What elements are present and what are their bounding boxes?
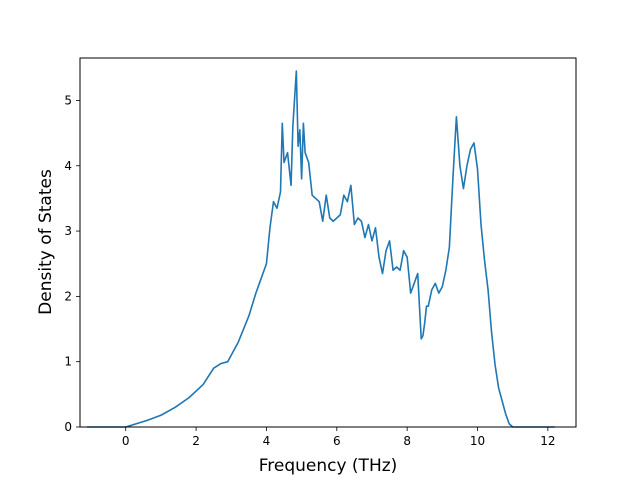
plot-frame	[79, 57, 577, 428]
x-ticks: 0 2 4 6 8 10 12	[122, 427, 555, 448]
y-axis-label: Density of States	[36, 169, 56, 315]
x-tick-label: 2	[192, 434, 200, 448]
x-tick-label: 12	[540, 434, 555, 448]
y-tick-label: 3	[64, 224, 72, 238]
y-ticks: 0 1 2 3 4 5	[64, 93, 80, 434]
x-tick-label: 4	[263, 434, 271, 448]
y-tick-label: 2	[64, 289, 72, 303]
series-layer	[87, 70, 555, 428]
x-tick-label: 8	[403, 434, 411, 448]
x-tick-label: 0	[122, 434, 130, 448]
x-axis-label: Frequency (THz)	[259, 456, 398, 476]
plot-area	[80, 58, 576, 427]
x-tick-label: 10	[470, 434, 485, 448]
y-tick-label: 5	[64, 93, 72, 107]
series-line-0	[87, 70, 555, 428]
y-tick-label: 0	[64, 420, 72, 434]
x-tick-label: 6	[333, 434, 341, 448]
y-tick-label: 4	[64, 159, 72, 173]
y-tick-label: 1	[64, 355, 72, 369]
